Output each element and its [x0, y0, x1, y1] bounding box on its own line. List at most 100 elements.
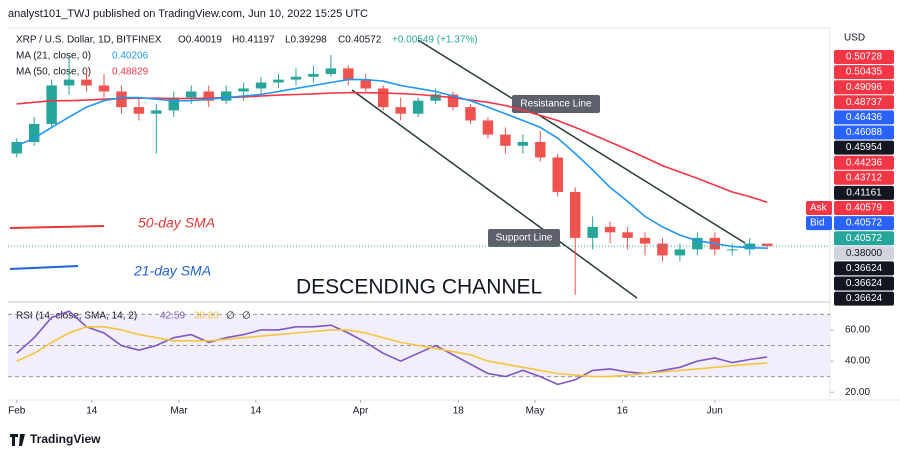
price-tag-label: 0.36624: [846, 278, 883, 289]
candle-body: [63, 79, 75, 86]
price-tag-label: 0.40579: [846, 203, 883, 214]
price-tag-label: 0.43712: [846, 172, 883, 183]
price-tag-label: 0.50435: [846, 67, 883, 78]
price-tag-label: 0.44236: [846, 157, 883, 168]
y-tick-label: 20.00: [845, 387, 870, 398]
price-tag: [834, 185, 894, 200]
candle-body: [535, 141, 546, 158]
price-tag-side: [806, 216, 832, 231]
price-tag-label: 0.40572: [846, 218, 883, 229]
sma21-marker: [9, 265, 79, 270]
candle-body: [255, 82, 267, 89]
candle-body: [430, 94, 441, 101]
x-tick-label: Apr: [353, 406, 369, 417]
rsi-extra: ∅: [242, 311, 251, 322]
candle-body: [203, 91, 214, 101]
price-tag-label: 0.46436: [846, 112, 883, 123]
candle-body: [465, 107, 476, 121]
rsi-sma-value: 38.83: [194, 311, 219, 322]
ma-line: [16, 78, 768, 249]
candle-body: [482, 120, 494, 135]
sma50-marker: [9, 225, 105, 229]
x-tick-label: 14: [250, 406, 262, 417]
ohlc-close: C0.40572: [338, 35, 382, 46]
candle-body: [168, 97, 180, 111]
candle-body: [98, 85, 110, 92]
candle-body: [151, 110, 162, 114]
y-tick-label: 60.00: [845, 325, 870, 336]
candle-body: [692, 237, 703, 250]
price-tag-label: 0.38000: [846, 248, 883, 259]
candle-body: [587, 226, 598, 238]
candle-body: [639, 237, 651, 244]
support-label: Support Line: [496, 233, 553, 244]
candle-body: [238, 88, 249, 92]
header: analyst101_TWJ published on TradingView.…: [8, 8, 368, 20]
candle-body: [290, 76, 302, 80]
candle-body: [412, 100, 424, 114]
x-tick-label: 18: [453, 406, 465, 417]
sma21-label: 21-day SMA: [133, 263, 211, 279]
candle-body: [674, 249, 686, 256]
ma50-value: 0.48829: [112, 67, 149, 78]
price-tag-side: [806, 201, 832, 215]
candle-body: [308, 73, 319, 77]
candle-body: [604, 226, 616, 233]
currency: USD: [844, 33, 865, 44]
candle-body: [657, 243, 668, 256]
x-tick-label: Jun: [707, 406, 723, 417]
price-tag-side-label: Bid: [810, 218, 824, 229]
candle-body: [186, 91, 197, 98]
candle-body: [81, 79, 92, 86]
ohlc-low: L0.39298: [285, 35, 327, 46]
candle-body: [133, 107, 145, 114]
support-line: [351, 89, 638, 299]
candle-body: [325, 68, 337, 74]
price-tag-label: 0.50728: [846, 52, 883, 63]
price-tag: [834, 291, 894, 306]
candle-body: [552, 157, 563, 192]
price-tag-label: 0.48737: [846, 97, 883, 108]
candle-body: [727, 249, 738, 251]
support-callout: [488, 229, 560, 247]
ma50-legend: MA (50, close, 0): [16, 67, 91, 78]
price-tag-label: 0.36624: [846, 293, 883, 304]
price-tag: [834, 276, 894, 291]
x-tick-label: Mar: [170, 406, 188, 417]
price-tag: [834, 140, 894, 155]
price-tag-label: 0.41161: [846, 188, 882, 199]
price-tag: [834, 65, 894, 80]
price-tag-label: 0.49096: [846, 82, 883, 93]
price-tag: [834, 95, 894, 110]
y-tick-label: 40.00: [845, 356, 870, 367]
price-tag: [834, 246, 894, 261]
price-tag-side-label: Ask: [810, 203, 828, 214]
candle-body: [569, 191, 581, 238]
candle-body: [761, 243, 773, 247]
price-tag-label: 0.46088: [846, 127, 883, 138]
candle-body: [500, 134, 511, 146]
candle-body: [46, 85, 57, 124]
candle-body: [447, 94, 459, 108]
ohlc-open: O0.40019: [178, 35, 222, 46]
ma21-value: 0.40206: [112, 51, 149, 62]
resistance-line: [417, 39, 746, 244]
price-tag-label: 0.36624: [846, 263, 883, 274]
x-tick-label: May: [526, 406, 545, 417]
candle-body: [28, 123, 40, 142]
candle-body: [622, 232, 633, 238]
candle-body: [343, 68, 354, 80]
price-tag: [834, 155, 894, 170]
footer: TradingView: [30, 432, 101, 446]
sma50-label: 50-day SMA: [138, 215, 215, 231]
price-tag: [834, 201, 894, 215]
ma21-legend: MA (21, close, 0): [16, 51, 91, 62]
channel-label: DESCENDING CHANNEL: [296, 276, 542, 299]
candle-body: [11, 141, 22, 154]
candle-body: [517, 141, 529, 146]
price-tag: [834, 80, 894, 95]
price-tag: [834, 231, 894, 246]
resistance-callout: [512, 95, 600, 113]
ohlc-change: +0.00549 (+1.37%): [392, 35, 478, 46]
